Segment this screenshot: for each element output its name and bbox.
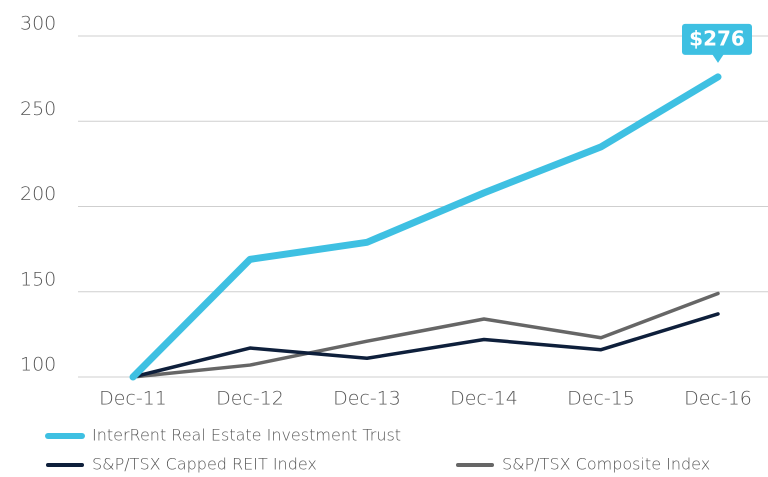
x-tick-label: Dec-14 bbox=[450, 388, 518, 410]
x-tick-label: Dec-12 bbox=[216, 388, 284, 410]
legend-label: InterRent Real Estate Investment Trust bbox=[92, 426, 401, 445]
series-line bbox=[131, 291, 720, 379]
y-tick-label: 300 bbox=[20, 13, 56, 35]
y-tick-label: 200 bbox=[20, 183, 56, 205]
x-tick-label: Dec-16 bbox=[684, 388, 752, 410]
callout-box bbox=[682, 23, 752, 55]
callout-pointer bbox=[712, 53, 724, 63]
y-tick-label: 100 bbox=[20, 354, 56, 376]
legend-label: S&P/TSX Capped REIT Index bbox=[92, 455, 317, 474]
x-tick-label: Dec-15 bbox=[567, 388, 635, 410]
series-line bbox=[129, 73, 722, 381]
y-tick-label: 150 bbox=[20, 268, 56, 290]
series-line bbox=[131, 312, 720, 379]
x-tick-label: Dec-11 bbox=[99, 388, 167, 410]
y-tick-label: 250 bbox=[20, 98, 56, 120]
legend-label: S&P/TSX Composite Index bbox=[502, 455, 710, 474]
value-callout: $276 bbox=[682, 23, 752, 63]
x-tick-label: Dec-13 bbox=[333, 388, 401, 410]
value-label: $276 bbox=[689, 26, 745, 50]
